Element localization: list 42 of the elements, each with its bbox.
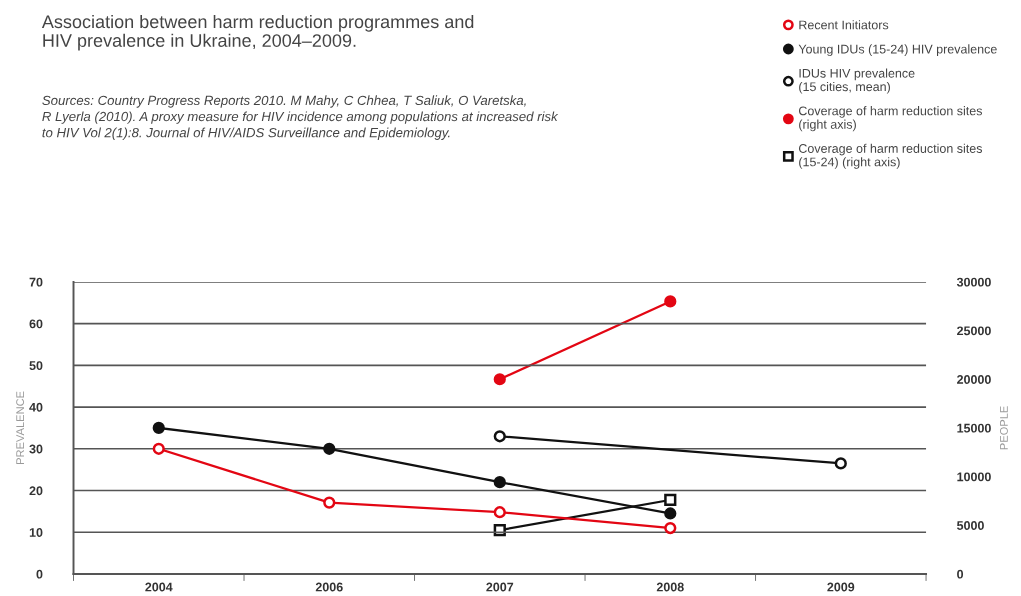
y-axis-title: PREVALENCE [16, 391, 25, 464]
y-tick-label: 20 [29, 486, 43, 496]
y2-tick-label: 5000 [956, 521, 984, 530]
y-tick-label: 40 [29, 402, 43, 412]
y2-tick-label: 0 [957, 569, 964, 579]
x-tick-label: 2008 [656, 582, 684, 592]
point [152, 442, 165, 455]
point [664, 295, 677, 308]
point [664, 493, 677, 507]
point [493, 373, 506, 386]
y2-tick-label: 15000 [957, 423, 991, 433]
y-tick-label: 60 [29, 319, 43, 329]
y-tick-label: 30 [29, 444, 43, 454]
point [323, 496, 336, 509]
point [323, 442, 336, 455]
y2-tick-label: 10000 [957, 472, 991, 482]
legend-label: IDUs HIV prevalence (15 cities, mean) [799, 68, 915, 94]
chart-title: Association between harm reduction programmes and HIV prevalence in Ukraine, 2004–2009. [41, 14, 474, 51]
legend-label: Recent Initiators [799, 20, 889, 30]
y2-axis-title: PEOPLE [999, 406, 1008, 450]
point [493, 430, 506, 443]
point [493, 506, 506, 519]
point [493, 476, 506, 489]
x-tick-label: 2009 [827, 582, 855, 592]
y-tick-label: 0 [36, 569, 43, 579]
y2-tick-label: 25000 [957, 326, 991, 336]
point [834, 457, 847, 470]
y2-tick-label: 30000 [956, 277, 991, 287]
x-tick-label: 2006 [315, 582, 343, 592]
y-tick-label: 70 [29, 277, 43, 287]
point [664, 521, 677, 535]
point [664, 507, 677, 520]
legend-label: Young IDUs (15-24) HIV prevalence [798, 44, 997, 56]
y-tick-label: 50 [29, 361, 43, 370]
x-tick-label: 2004 [145, 582, 173, 592]
x-tick-label: 2007 [486, 582, 514, 592]
source-note: Sources: Country Progress Reports 2010. M Mahy, C Chhea, T Saliuk, O Varetska, R Lyerla (2010). A proxy measure for HIV incidence among populations at increased risk to HIV Vol 2(1):8. Journal of HIV/AIDS Surveillance and Epidemiology. [42, 95, 559, 140]
y-tick-label: 10 [29, 528, 43, 537]
legend-label: Coverage of harm reduction sites (right axis) [798, 106, 983, 132]
point [152, 421, 165, 435]
y2-tick-label: 20000 [957, 375, 991, 384]
legend-label: Coverage of harm reduction sites (15-24) (right axis) [798, 143, 983, 169]
